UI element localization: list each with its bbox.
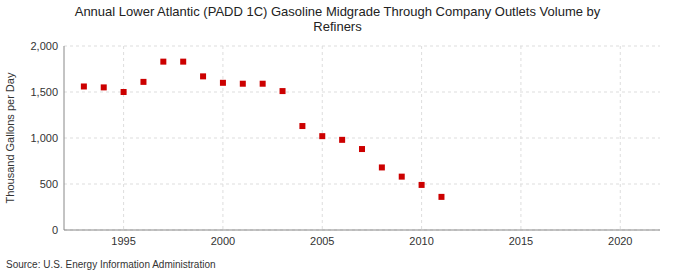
x-tick-label: 1995 — [111, 235, 135, 247]
chart-svg: Annual Lower Atlantic (PADD 1C) Gasoline… — [0, 0, 675, 275]
y-grid-line — [64, 184, 660, 185]
grid — [64, 46, 660, 230]
scatter-point — [180, 59, 186, 65]
x-grid-line — [520, 46, 521, 230]
source-note: Source: U.S. Energy Information Administ… — [6, 259, 216, 270]
x-grid-line — [222, 46, 223, 230]
scatter-point — [220, 80, 226, 86]
scatter-point — [81, 83, 87, 89]
y-grid-line — [64, 46, 660, 47]
y-tick-label: 1,000 — [30, 132, 58, 144]
y-grid-line — [64, 138, 660, 139]
y-tick-label: 2,000 — [30, 40, 58, 52]
scatter-point — [240, 81, 246, 87]
chart-title: Annual Lower Atlantic (PADD 1C) Gasoline… — [75, 4, 601, 34]
x-tick-label: 2010 — [409, 235, 433, 247]
x-tick-label: 2015 — [509, 235, 533, 247]
y-tick-label: 1,500 — [30, 86, 58, 98]
scatter-point — [200, 73, 206, 79]
x-grid-line — [123, 46, 124, 230]
x-tick-label: 2020 — [608, 235, 632, 247]
chart-container: Annual Lower Atlantic (PADD 1C) Gasoline… — [0, 0, 675, 275]
y-axis-label: Thousand Gallons per Day — [4, 72, 16, 203]
scatter-point — [319, 133, 325, 139]
scatter-point — [419, 182, 425, 188]
scatter-point — [438, 194, 444, 200]
y-grid-line — [64, 230, 660, 231]
scatter-point — [299, 123, 305, 129]
scatter-point — [101, 84, 107, 90]
scatter-point — [121, 89, 127, 95]
x-grid-line — [620, 46, 621, 230]
points — [81, 59, 445, 200]
scatter-point — [399, 174, 405, 180]
scatter-point — [359, 146, 365, 152]
y-tick-label: 500 — [40, 178, 58, 190]
scatter-point — [379, 164, 385, 170]
x-grid-line — [421, 46, 422, 230]
scatter-point — [260, 81, 266, 87]
scatter-point — [280, 88, 286, 94]
scatter-point — [339, 137, 345, 143]
x-tick-label: 2005 — [310, 235, 334, 247]
x-tick-label: 2000 — [211, 235, 235, 247]
scatter-point — [160, 59, 166, 65]
y-grid-line — [64, 92, 660, 93]
scatter-point — [140, 79, 146, 85]
x-axis-line — [64, 230, 660, 231]
y-axis-line — [64, 46, 65, 230]
y-tick-label: 0 — [52, 224, 58, 236]
